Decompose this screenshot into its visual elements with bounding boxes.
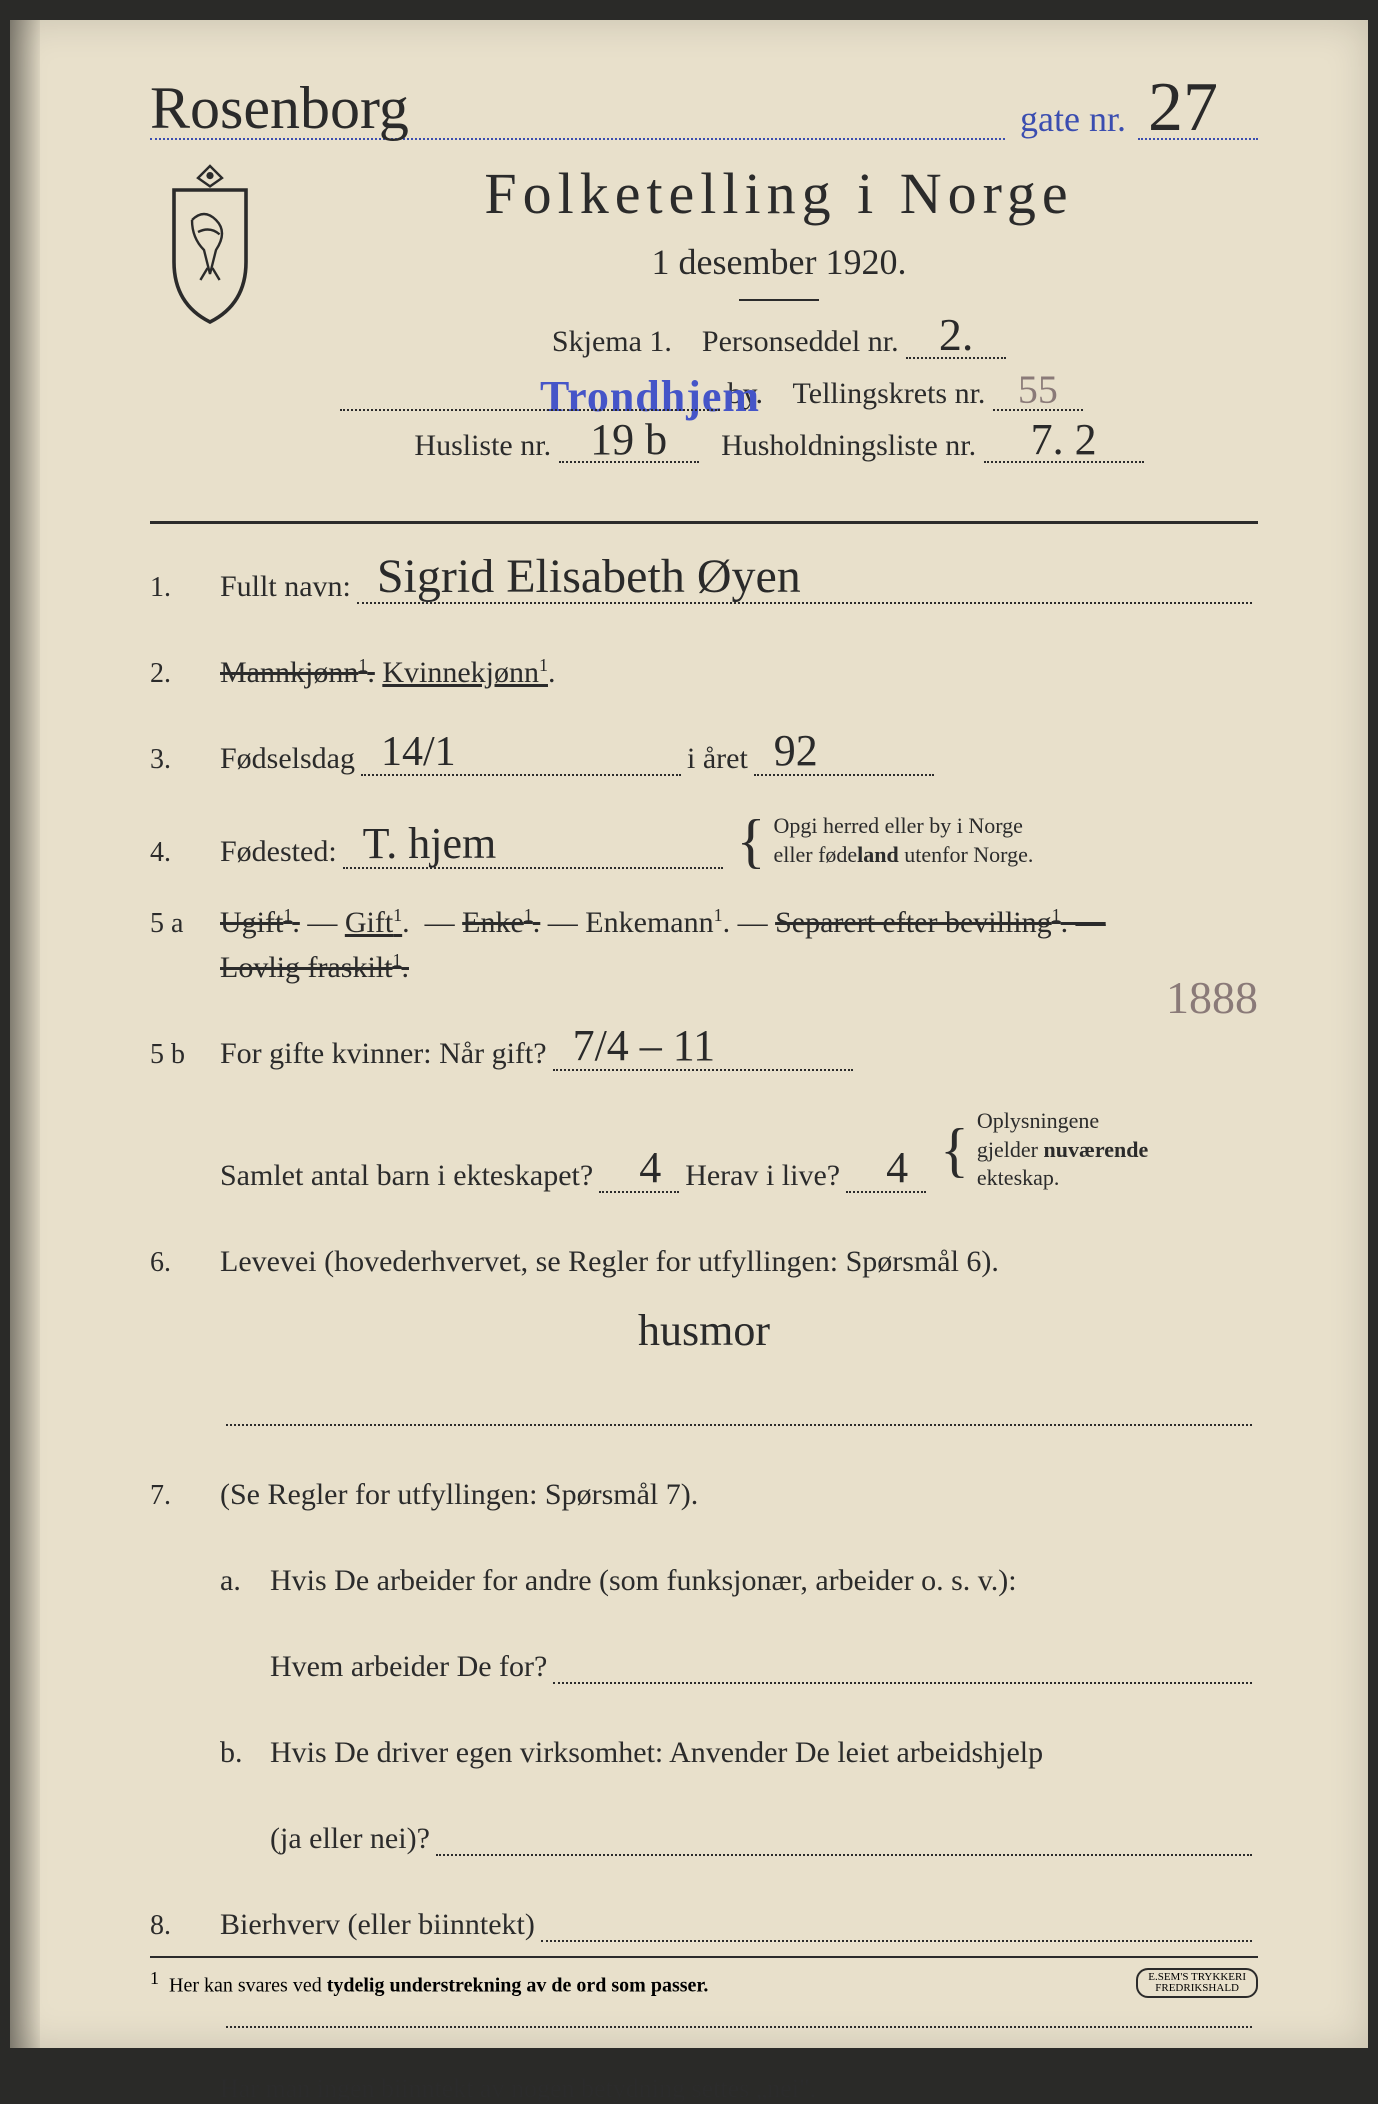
q3-num: 3. <box>150 744 220 776</box>
husliste-nr: 19 b <box>590 414 667 465</box>
q5a-gift: Gift1 <box>345 905 402 940</box>
q5b-label1: For gifte kvinner: Når gift? <box>220 1037 547 1071</box>
q3-day: 14/1 <box>381 728 456 776</box>
q5a-row: 5 a Ugift1. — Gift1. — Enke1. — Enkemann… <box>150 905 1258 985</box>
subtitle: 1 desember 1920. <box>300 241 1258 283</box>
q6-answer-row: husmor <box>150 1305 1258 1356</box>
divider <box>150 521 1258 524</box>
q8-label: Bierhverv (eller biinntekt) <box>220 1908 535 1942</box>
q5b-row2: Samlet antal barn i ekteskapet? 4 Herav … <box>150 1107 1258 1193</box>
q4-value: T. hjem <box>363 818 497 869</box>
q7b-label: b. <box>220 1736 270 1770</box>
husliste-label: Husliste nr. <box>414 429 551 462</box>
main-title: Folketelling i Norge <box>300 160 1258 227</box>
q7-num: 7. <box>150 1480 220 1512</box>
footnote: 1 Her kan svares ved tydelig understrekn… <box>150 1956 1258 1998</box>
skjema-row: Skjema 1. Personseddel nr. 2. <box>300 325 1258 359</box>
q6-row: 6. Levevei (hovederhvervet, se Regler fo… <box>150 1229 1258 1279</box>
q3-year-label: i året <box>687 742 748 776</box>
q5a-enke: Enke1. <box>462 905 540 940</box>
q6-num: 6. <box>150 1247 220 1279</box>
q4-note1: Opgi herred eller by i Norge <box>773 812 1033 841</box>
q3-label: Fødselsdag <box>220 742 355 776</box>
gate-nr-blank: 27 <box>1138 80 1258 140</box>
q1-row: 1. Fullt navn: Sigrid Elisabeth Øyen <box>150 554 1258 604</box>
q5b-margin-year: 1888 <box>1166 971 1258 1024</box>
q5b-note1: Oplysningene <box>977 1107 1148 1136</box>
q5b-note: { Oplysningene gjelder nuværende ekteska… <box>932 1107 1148 1193</box>
q1-label: Fullt navn: <box>220 570 351 604</box>
census-form-page: Rosenborg gate nr. 27 Folketelling i Nor… <box>10 20 1368 2048</box>
title-block: Folketelling i Norge 1 desember 1920. Sk… <box>150 160 1258 481</box>
gate-nr: 27 <box>1148 68 1218 148</box>
skjema-label: Skjema 1. <box>552 325 672 358</box>
q2-row: 2. Mannkjønn1. Kvinnekjønn1. <box>150 640 1258 690</box>
q7a-row2: Hvem arbeider De for? <box>150 1634 1258 1684</box>
city-row: Trondhjem by. Tellingskrets nr. 55 <box>300 377 1258 411</box>
person-label: Personseddel nr. <box>702 325 899 358</box>
q4-note2: eller fødeland utenfor Norge. <box>773 841 1033 870</box>
q5a-enkemann: Enkemann1. <box>585 905 730 940</box>
q5a-fraskilt: Lovlig fraskilt1. <box>220 950 409 985</box>
q1-num: 1. <box>150 572 220 604</box>
street-name: Rosenborg <box>150 74 409 143</box>
q5b-children: 4 <box>639 1142 661 1193</box>
hushold-label: Husholdningsliste nr. <box>721 429 976 462</box>
q4-label: Fødested: <box>220 835 337 869</box>
q5b-label2: Samlet antal barn i ekteskapet? <box>220 1159 593 1193</box>
street-blank: Rosenborg <box>150 80 1005 140</box>
q8-row: 8. Bierhverv (eller biinntekt) <box>150 1892 1258 1942</box>
q5a-separert: Separert efter bevilling1. — <box>775 905 1106 940</box>
q5b-note2: gjelder nuværende <box>977 1136 1148 1165</box>
q3-row: 3. Fødselsdag 14/1 i året 92 <box>150 726 1258 776</box>
q5b-when: 7/4 – 11 <box>573 1020 716 1071</box>
q7a-text2: Hvem arbeider De for? <box>270 1650 547 1684</box>
q5a-num: 5 a <box>150 908 220 940</box>
hus-row: Husliste nr. 19 b Husholdningsliste nr. … <box>300 429 1258 463</box>
q6-label: Levevei (hovederhvervet, se Regler for u… <box>220 1245 999 1279</box>
q6-blank <box>150 1376 1258 1426</box>
krets-nr: 55 <box>1018 366 1058 413</box>
q5b-alive: 4 <box>886 1142 908 1193</box>
q4-row: 4. Fødested: T. hjem { Opgi herred eller… <box>150 812 1258 869</box>
krets-label: Tellingskrets nr. <box>793 377 986 410</box>
hushold-nr: 7. 2 <box>1031 414 1097 465</box>
q8-num: 8. <box>150 1910 220 1942</box>
q7b-text2: (ja eller nei)? <box>270 1822 430 1856</box>
coat-of-arms-icon <box>150 160 270 481</box>
q5b-row1: 5 b For gifte kvinner: Når gift? 7/4 – 1… <box>150 1021 1258 1071</box>
gate-label: gate nr. <box>1020 98 1126 140</box>
q6-value: husmor <box>638 1306 770 1355</box>
q7b-text1: Hvis De driver egen virksomhet: Anvender… <box>270 1736 1043 1770</box>
title-text: Folketelling i Norge 1 desember 1920. Sk… <box>300 160 1258 481</box>
q5b-note3: ekteskap. <box>977 1164 1148 1193</box>
q5b-label3: Herav i live? <box>685 1159 840 1193</box>
q7a-label: a. <box>220 1564 270 1598</box>
printer-mark: E.SEM'S TRYKKERI FREDRIKSHALD <box>1136 1968 1258 1998</box>
q2-kvinne: Kvinnekjønn1 <box>382 655 548 690</box>
q8-note: Har man ingen biinntekt av nogen betydni… <box>220 2074 816 2104</box>
q4-note: { Opgi herred eller by i Norge eller fød… <box>729 812 1034 869</box>
q1-value: Sigrid Elisabeth Øyen <box>377 549 801 604</box>
q5b-num: 5 b <box>150 1039 220 1071</box>
q4-num: 4. <box>150 837 220 869</box>
footnote-text: 1 Her kan svares ved tydelig understrekn… <box>150 1968 708 1998</box>
q7a-row1: a. Hvis De arbeider for andre (som funks… <box>150 1548 1258 1598</box>
q7a-text1: Hvis De arbeider for andre (som funksjon… <box>270 1564 1017 1598</box>
q7-label: (Se Regler for utfyllingen: Spørsmål 7). <box>220 1478 698 1512</box>
street-row: Rosenborg gate nr. 27 <box>150 80 1258 140</box>
person-nr: 2. <box>939 308 974 361</box>
q2-mann: Mannkjønn1. <box>220 655 375 690</box>
q7-row: 7. (Se Regler for utfyllingen: Spørsmål … <box>150 1462 1258 1512</box>
q7b-row1: b. Hvis De driver egen virksomhet: Anven… <box>150 1720 1258 1770</box>
q5a-ugift: Ugift1. <box>220 905 300 940</box>
separator <box>739 299 819 301</box>
q8-note-row: Har man ingen biinntekt av nogen betydni… <box>150 2054 1258 2104</box>
q3-year: 92 <box>774 725 818 776</box>
q2-num: 2. <box>150 658 220 690</box>
q7b-row2: (ja eller nei)? <box>150 1806 1258 1856</box>
